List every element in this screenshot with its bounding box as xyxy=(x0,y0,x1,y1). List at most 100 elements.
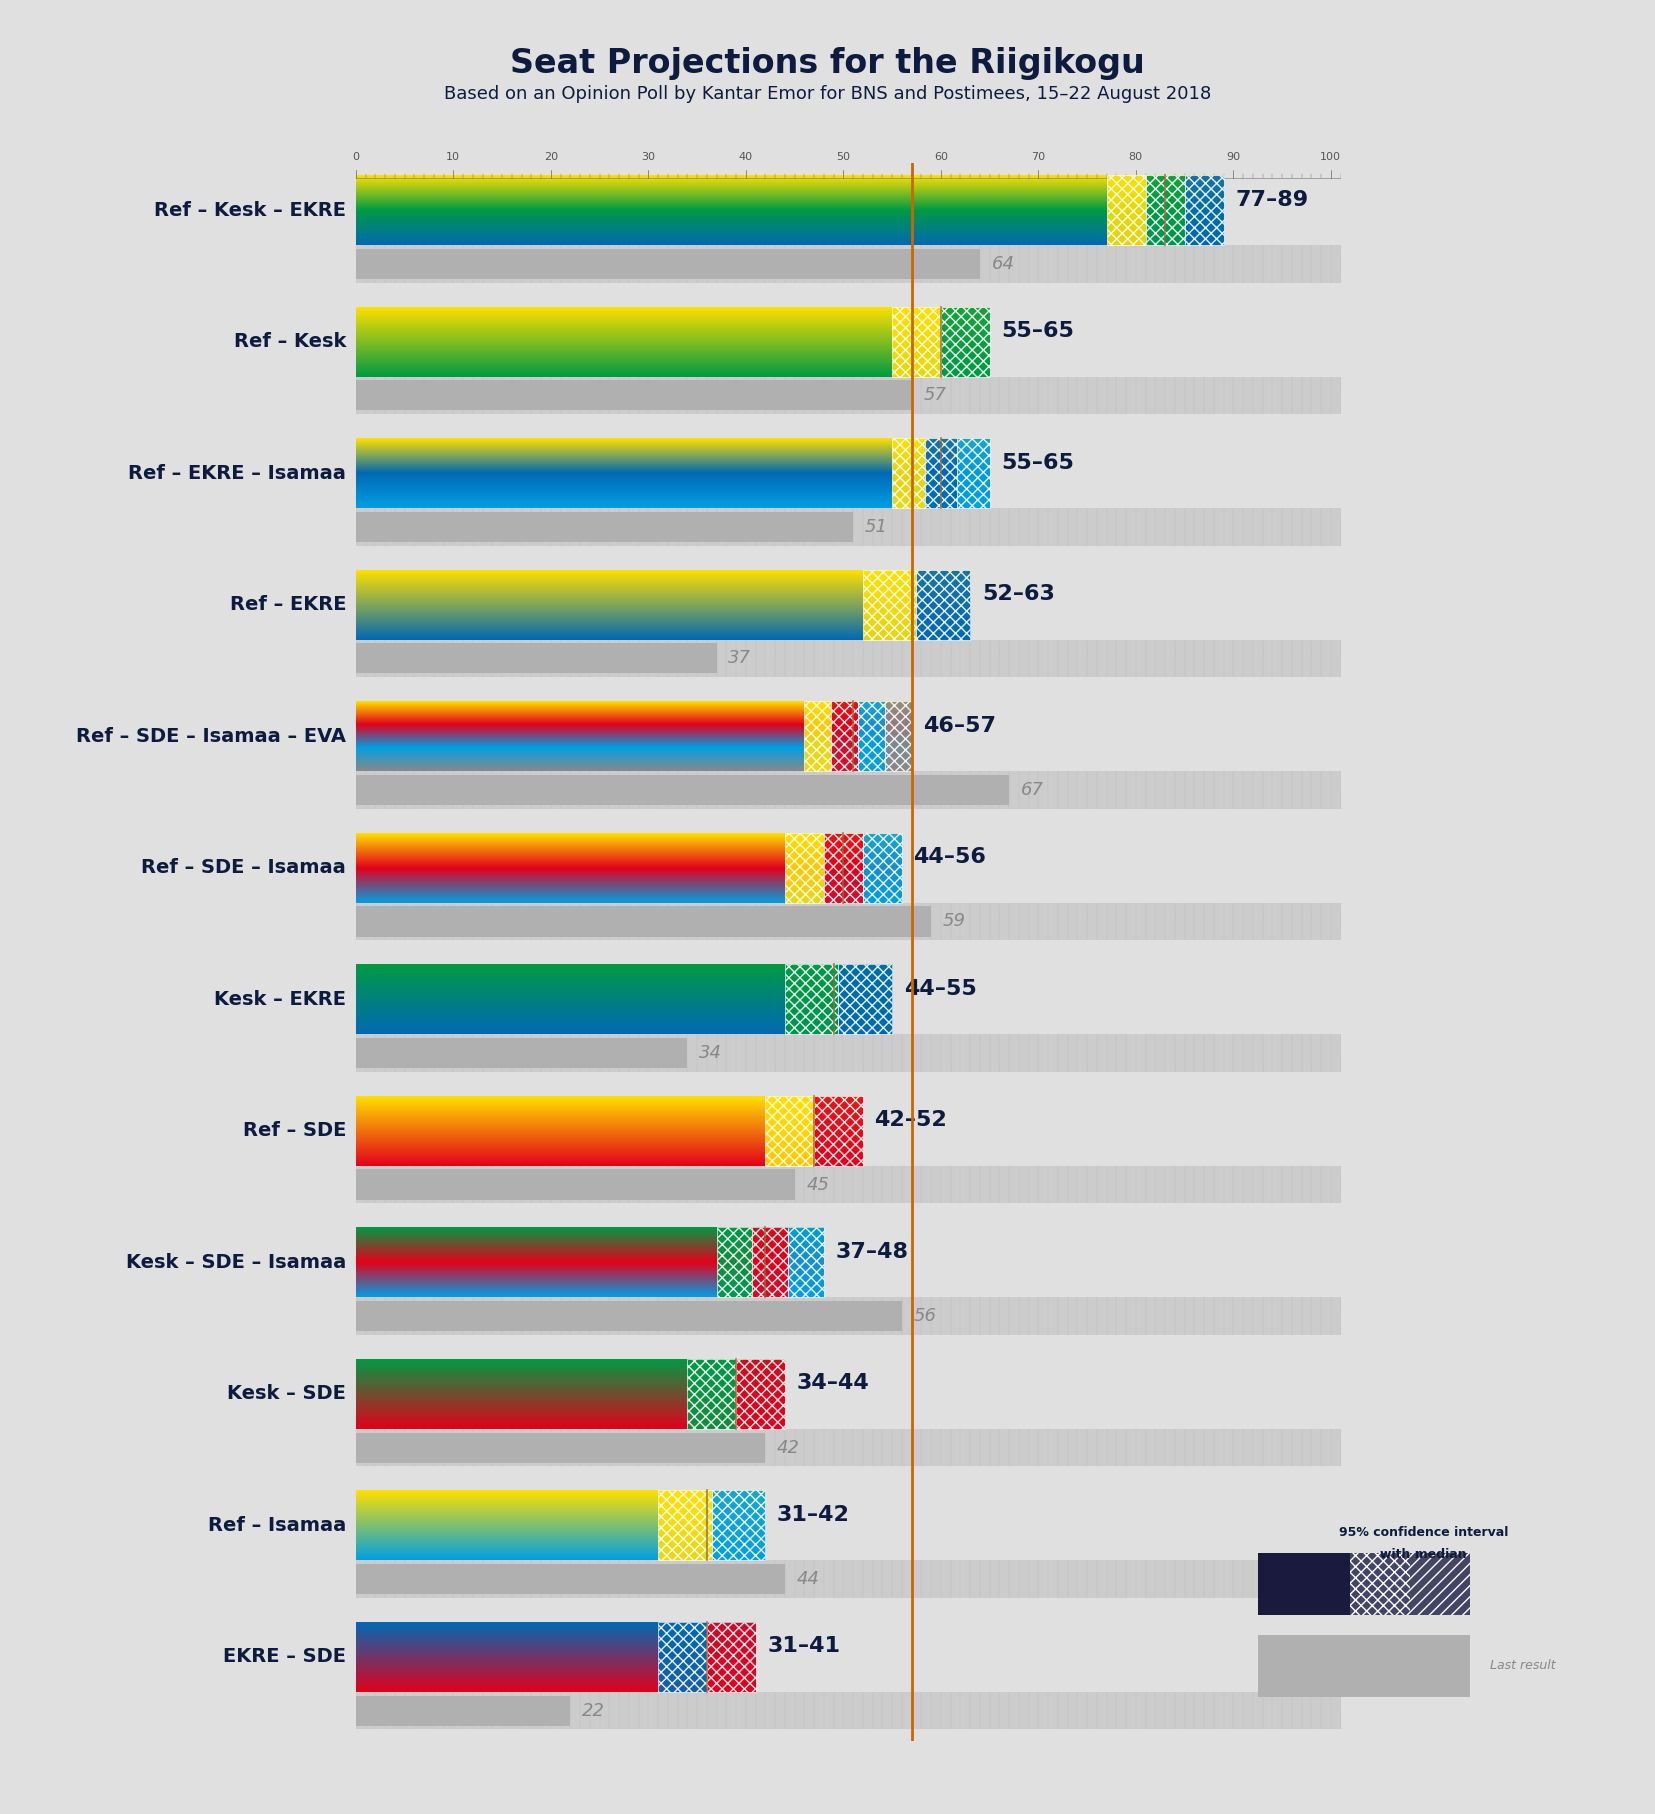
Text: 44–55: 44–55 xyxy=(904,980,976,1000)
Bar xyxy=(707,1622,756,1692)
Bar xyxy=(712,1491,765,1560)
Bar xyxy=(356,775,1010,805)
Text: 37–48: 37–48 xyxy=(836,1243,909,1263)
Text: Kesk – SDE – Isamaa: Kesk – SDE – Isamaa xyxy=(126,1253,346,1272)
Text: 95% confidence interval: 95% confidence interval xyxy=(1339,1526,1508,1538)
Bar xyxy=(356,1034,1341,1072)
Bar xyxy=(784,833,824,903)
Bar xyxy=(862,570,917,640)
Bar xyxy=(356,1170,794,1199)
Text: 42–52: 42–52 xyxy=(874,1110,947,1130)
Bar xyxy=(831,702,857,771)
Bar xyxy=(356,245,1341,283)
Text: 20: 20 xyxy=(544,152,558,161)
Bar xyxy=(356,381,912,410)
Text: Kesk – EKRE: Kesk – EKRE xyxy=(213,990,346,1009)
Bar xyxy=(1145,176,1185,245)
Text: 10: 10 xyxy=(447,152,460,161)
Text: Ref – SDE – Isamaa – EVA: Ref – SDE – Isamaa – EVA xyxy=(76,727,346,746)
Bar xyxy=(862,833,902,903)
Text: Kesk – SDE: Kesk – SDE xyxy=(227,1384,346,1404)
Text: Ref – SDE – Isamaa: Ref – SDE – Isamaa xyxy=(141,858,346,878)
Bar xyxy=(356,1560,1341,1598)
Text: 40: 40 xyxy=(738,152,753,161)
Text: Ref – Isamaa: Ref – Isamaa xyxy=(209,1517,346,1535)
Bar xyxy=(356,1433,765,1462)
Bar xyxy=(356,508,1341,546)
Bar xyxy=(687,1359,736,1429)
Text: 56: 56 xyxy=(914,1308,937,1324)
Text: 30: 30 xyxy=(642,152,655,161)
Bar xyxy=(356,644,717,673)
Text: 55–65: 55–65 xyxy=(1001,321,1074,341)
Bar xyxy=(356,771,1341,809)
Text: 80: 80 xyxy=(1129,152,1144,161)
Bar xyxy=(765,1096,814,1166)
Text: 34: 34 xyxy=(698,1045,722,1061)
Bar xyxy=(788,1228,824,1297)
Bar xyxy=(356,1297,1341,1335)
Text: 100: 100 xyxy=(1321,152,1341,161)
Text: 59: 59 xyxy=(943,912,967,931)
Bar xyxy=(940,307,990,377)
Text: 46–57: 46–57 xyxy=(923,717,996,736)
Bar xyxy=(885,702,912,771)
Text: 67: 67 xyxy=(1021,782,1044,798)
Text: 51: 51 xyxy=(866,519,887,535)
Text: 60: 60 xyxy=(933,152,948,161)
Text: Based on an Opinion Poll by Kantar Emor for BNS and Postimees, 15–22 August 2018: Based on an Opinion Poll by Kantar Emor … xyxy=(444,85,1211,103)
Bar xyxy=(356,377,1341,414)
Text: 90: 90 xyxy=(1226,152,1240,161)
Text: with median: with median xyxy=(1380,1549,1466,1562)
Bar xyxy=(957,439,990,508)
Bar xyxy=(1258,1553,1350,1616)
Bar xyxy=(736,1359,784,1429)
Text: EKRE – SDE: EKRE – SDE xyxy=(223,1647,346,1667)
Bar xyxy=(753,1228,788,1297)
Bar xyxy=(1258,1634,1470,1698)
Text: Ref – EKRE: Ref – EKRE xyxy=(230,595,346,615)
Text: 37: 37 xyxy=(728,649,751,668)
Text: 57: 57 xyxy=(923,386,947,405)
Bar xyxy=(1350,1553,1410,1616)
Bar xyxy=(804,702,831,771)
Text: 31–41: 31–41 xyxy=(768,1636,841,1656)
Bar xyxy=(356,512,852,542)
Text: 52–63: 52–63 xyxy=(981,584,1054,604)
Bar xyxy=(784,965,839,1034)
Text: 44–56: 44–56 xyxy=(914,847,986,867)
Bar xyxy=(925,439,957,508)
Bar xyxy=(356,907,932,936)
Text: 22: 22 xyxy=(583,1702,606,1720)
Bar xyxy=(814,1096,862,1166)
Bar xyxy=(717,1228,753,1297)
Bar xyxy=(1185,176,1223,245)
Text: Seat Projections for the Riigikogu: Seat Projections for the Riigikogu xyxy=(510,47,1145,80)
Bar xyxy=(356,1301,902,1331)
Bar xyxy=(356,249,980,279)
Bar xyxy=(824,833,862,903)
Bar xyxy=(356,1696,571,1725)
Bar xyxy=(356,1166,1341,1203)
Text: 44: 44 xyxy=(796,1571,819,1587)
Text: 55–65: 55–65 xyxy=(1001,454,1074,473)
Text: Ref – SDE: Ref – SDE xyxy=(243,1121,346,1141)
Text: 34–44: 34–44 xyxy=(796,1373,869,1393)
Bar xyxy=(659,1622,707,1692)
Text: 45: 45 xyxy=(806,1175,829,1194)
Bar xyxy=(356,1692,1341,1729)
Text: 31–42: 31–42 xyxy=(776,1506,851,1526)
Text: Ref – Kesk – EKRE: Ref – Kesk – EKRE xyxy=(154,201,346,219)
Bar xyxy=(1410,1553,1470,1616)
Bar xyxy=(356,1564,784,1595)
Text: 77–89: 77–89 xyxy=(1235,190,1309,210)
Bar xyxy=(892,439,925,508)
Text: Last result: Last result xyxy=(1490,1660,1556,1673)
Text: 50: 50 xyxy=(836,152,851,161)
Text: Ref – EKRE – Isamaa: Ref – EKRE – Isamaa xyxy=(127,464,346,483)
Bar xyxy=(917,570,970,640)
Text: 42: 42 xyxy=(776,1439,799,1457)
Bar xyxy=(1107,176,1145,245)
Bar xyxy=(892,307,940,377)
Bar xyxy=(659,1491,712,1560)
